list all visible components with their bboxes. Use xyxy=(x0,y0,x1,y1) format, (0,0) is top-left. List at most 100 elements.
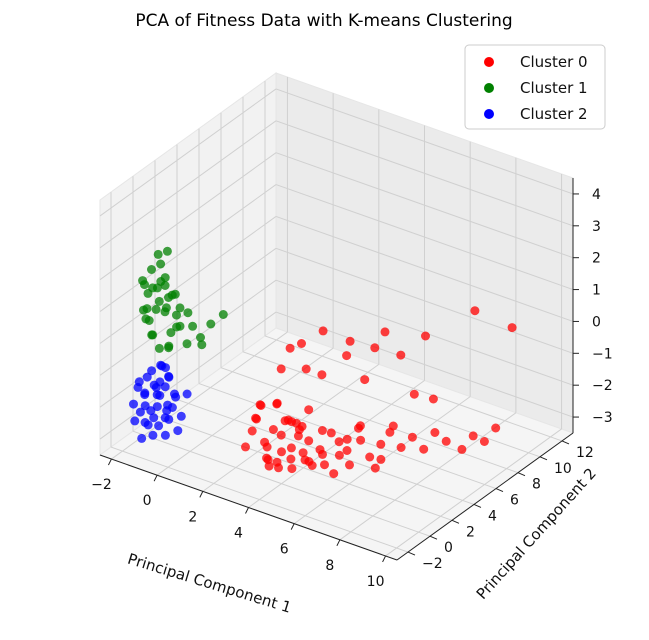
z-grid-back xyxy=(275,184,574,291)
point-cluster-0 xyxy=(356,435,366,445)
point-cluster-1 xyxy=(197,340,207,350)
z-grid-back xyxy=(275,215,574,322)
point-cluster-0 xyxy=(276,430,286,440)
point-cluster-1 xyxy=(172,310,181,320)
point-cluster-0 xyxy=(301,364,311,374)
point-cluster-2 xyxy=(149,413,159,423)
point-cluster-0 xyxy=(287,417,296,427)
z-tick-label: 2 xyxy=(592,251,601,267)
point-cluster-2 xyxy=(133,382,143,392)
x-tick-label: 2 xyxy=(188,509,197,525)
z-tick-label: 1 xyxy=(592,283,601,299)
point-cluster-0 xyxy=(334,450,344,460)
point-cluster-0 xyxy=(365,452,375,462)
y-tick-mark xyxy=(407,551,416,556)
point-cluster-2 xyxy=(164,371,174,381)
point-cluster-2 xyxy=(142,372,152,382)
point-cluster-0 xyxy=(396,443,406,452)
point-cluster-2 xyxy=(160,430,170,440)
point-cluster-2 xyxy=(167,403,177,412)
z-grid-back xyxy=(275,120,574,227)
point-cluster-0 xyxy=(345,460,354,470)
x-tick-mark xyxy=(153,474,158,482)
point-cluster-2 xyxy=(135,407,145,417)
point-cluster-2 xyxy=(130,416,140,426)
point-cluster-1 xyxy=(206,319,216,329)
legend-label-cluster-1: Cluster 1 xyxy=(520,79,588,97)
point-cluster-1 xyxy=(160,307,170,317)
y-tick-label: 6 xyxy=(510,493,519,509)
point-cluster-2 xyxy=(170,389,179,399)
point-cluster-0 xyxy=(286,443,296,453)
y-grid-floor xyxy=(220,367,519,474)
legend-marker-cluster-0 xyxy=(484,57,494,67)
point-cluster-0 xyxy=(370,463,380,473)
grid-lines xyxy=(99,77,574,557)
point-cluster-2 xyxy=(147,366,157,376)
y-tick-mark xyxy=(561,440,570,445)
z-tick-label: −2 xyxy=(592,378,613,394)
point-cluster-0 xyxy=(287,464,297,474)
x-tick-label: −2 xyxy=(91,477,112,493)
z-tick-label: −1 xyxy=(592,346,613,362)
point-cluster-0 xyxy=(388,421,398,431)
z-grid-back xyxy=(275,88,574,195)
point-cluster-1 xyxy=(143,288,153,298)
legend-frame xyxy=(464,44,606,130)
point-cluster-0 xyxy=(286,454,296,464)
y-tick-mark xyxy=(429,535,438,540)
point-cluster-1 xyxy=(147,265,156,274)
point-cluster-0 xyxy=(421,331,430,341)
x-grid-floor xyxy=(202,363,380,492)
point-cluster-2 xyxy=(155,377,165,387)
x-grid-floor xyxy=(385,428,562,557)
point-cluster-0 xyxy=(428,394,438,404)
point-cluster-1 xyxy=(139,305,148,315)
point-cluster-2 xyxy=(164,414,174,424)
point-cluster-0 xyxy=(268,425,278,434)
z-grid-back xyxy=(275,152,574,259)
y-tick-mark xyxy=(517,472,526,477)
z-tick-label: 3 xyxy=(592,219,601,235)
point-cluster-0 xyxy=(380,327,390,337)
point-cluster-0 xyxy=(262,453,272,463)
y-grid-floor xyxy=(264,335,563,442)
point-cluster-1 xyxy=(182,339,192,349)
point-cluster-0 xyxy=(470,306,480,316)
point-cluster-0 xyxy=(342,351,352,361)
point-cluster-0 xyxy=(479,437,489,446)
point-cluster-0 xyxy=(256,401,266,410)
point-cluster-0 xyxy=(342,446,352,455)
point-cluster-0 xyxy=(457,444,467,454)
z-tick-label: −3 xyxy=(592,410,613,426)
point-cluster-0 xyxy=(317,426,327,435)
y-tick-mark xyxy=(495,488,504,493)
point-cluster-0 xyxy=(354,423,363,433)
point-cluster-1 xyxy=(153,249,163,259)
point-cluster-0 xyxy=(491,423,501,433)
point-cluster-1 xyxy=(166,328,176,338)
point-cluster-0 xyxy=(264,461,274,471)
legend-label-cluster-2: Cluster 2 xyxy=(520,105,588,123)
point-cluster-0 xyxy=(298,448,308,458)
point-cluster-2 xyxy=(140,418,150,427)
x-tick-mark xyxy=(199,491,204,498)
point-cluster-0 xyxy=(507,323,517,333)
y-tick-label: 10 xyxy=(554,461,572,477)
point-cluster-0 xyxy=(272,457,282,467)
z-grid-left xyxy=(99,152,277,281)
x-tick-label: 0 xyxy=(143,493,152,509)
x-tick-label: 8 xyxy=(325,558,334,574)
point-cluster-1 xyxy=(167,290,177,300)
point-cluster-2 xyxy=(173,426,183,436)
point-cluster-0 xyxy=(334,437,344,447)
point-cluster-0 xyxy=(304,436,314,446)
point-cluster-2 xyxy=(152,402,162,412)
point-cluster-0 xyxy=(342,434,352,444)
chart-title: PCA of Fitness Data with K-means Cluster… xyxy=(135,11,512,31)
x-tick-label: 4 xyxy=(234,526,243,542)
point-cluster-0 xyxy=(300,455,310,465)
z-grid-back xyxy=(275,247,574,354)
point-cluster-0 xyxy=(285,343,295,353)
